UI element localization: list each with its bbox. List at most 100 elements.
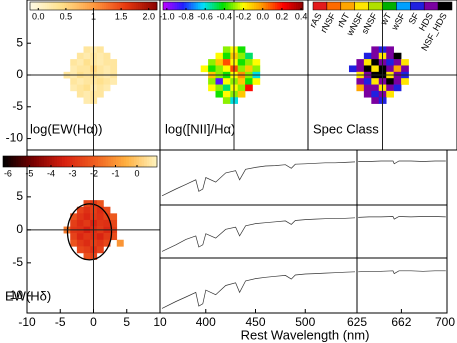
- pixel: [103, 59, 111, 66]
- pixel: [110, 219, 118, 227]
- pixel: [83, 84, 91, 92]
- colorbar-step: [72, 156, 76, 167]
- colorbar-step: [38, 156, 42, 167]
- colorbar-step: [90, 156, 94, 167]
- colorbar-step: [59, 156, 63, 167]
- pixel: [401, 65, 409, 73]
- colorbar-step: [64, 156, 68, 167]
- pixel: [96, 219, 104, 227]
- colorbar-step: [133, 156, 137, 167]
- pixel: [252, 59, 261, 66]
- colorbar-step: [42, 2, 46, 10]
- colorbar-step: [3, 156, 6, 167]
- pixel: [245, 65, 253, 73]
- pixel: [215, 90, 224, 98]
- y-tick-label: 5: [16, 35, 23, 49]
- pixel: [393, 65, 402, 73]
- colorbar-step: [57, 2, 61, 10]
- pixel: [96, 65, 104, 73]
- colorbar-step: [272, 2, 276, 10]
- colorbar-step: [131, 156, 135, 167]
- colorbar-step: [289, 2, 292, 10]
- colorbar-step: [268, 2, 271, 10]
- colorbar-step: [275, 2, 278, 10]
- pixel: [215, 59, 224, 66]
- x-tick-label: 10: [153, 315, 167, 329]
- pixel: [103, 233, 111, 241]
- pixel: [83, 206, 91, 214]
- colorbar-tick-label: 0.2: [276, 11, 289, 21]
- pixel: [371, 52, 380, 60]
- colorbar-tick-label: -3: [68, 168, 76, 178]
- x-tick-label: 0: [90, 315, 97, 329]
- colorbar-tick-label: 1.5: [115, 11, 128, 21]
- class-swatch: [368, 1, 383, 11]
- colorbar-tick-label: -0.2: [236, 11, 252, 21]
- colorbar-step: [44, 156, 48, 167]
- colorbar-step: [80, 2, 84, 10]
- pixel: [96, 200, 104, 208]
- pixel: [356, 65, 365, 73]
- pixel: [70, 59, 78, 66]
- colorbar-step: [167, 2, 171, 10]
- pixel: [116, 239, 124, 247]
- x-tick-label: 700: [435, 315, 455, 329]
- colorbar-step: [174, 2, 178, 10]
- colorbar-step: [249, 2, 253, 10]
- colorbar-step: [74, 156, 78, 167]
- colorbar-step: [205, 2, 208, 10]
- pixel: [96, 206, 104, 214]
- spectrum: [358, 270, 446, 275]
- pixel: [371, 59, 380, 66]
- x-tick-label: 400: [196, 315, 216, 329]
- colorbar-step: [265, 2, 269, 10]
- pixel: [245, 59, 253, 66]
- colorbar-step: [127, 2, 130, 10]
- pixel: [386, 46, 394, 54]
- colorbar-step: [214, 2, 218, 10]
- colorbar-step: [244, 2, 248, 10]
- pixel: [393, 59, 402, 66]
- spectrum-frame: [159, 204, 358, 259]
- colorbar-step: [61, 2, 65, 10]
- pixel: [103, 84, 111, 92]
- colorbar-step: [70, 2, 73, 10]
- colorbar-step: [65, 2, 69, 10]
- pixel: [76, 206, 84, 214]
- colorbar-step: [286, 2, 290, 10]
- pixel: [96, 233, 104, 241]
- colorbar-step: [251, 2, 255, 10]
- pixel: [70, 219, 78, 227]
- pixel: [386, 59, 394, 66]
- colorbar-step: [51, 2, 54, 10]
- colorbar-tick-label: 0.4: [295, 11, 308, 21]
- colorbar-step: [8, 156, 12, 167]
- spectrum-frame: [159, 257, 358, 314]
- colorbar-step: [219, 2, 222, 10]
- colorbar-step: [67, 156, 71, 167]
- pixel: [208, 59, 216, 66]
- pixel: [83, 246, 91, 254]
- colorbar-step: [146, 156, 150, 167]
- colorbar-step: [172, 2, 176, 10]
- colorbar-step: [112, 2, 116, 10]
- colorbar-step: [46, 2, 50, 10]
- colorbar-step: [184, 2, 187, 10]
- colorbar-step: [291, 2, 295, 10]
- pixel: [237, 90, 246, 98]
- colorbar-step: [131, 2, 135, 10]
- colorbar-step: [209, 2, 213, 10]
- colorbar-step: [121, 2, 124, 10]
- colorbar-step: [59, 2, 63, 10]
- colorbar-tick-label: -2: [90, 168, 98, 178]
- pixel: [363, 52, 372, 60]
- colorbar-step: [177, 2, 180, 10]
- colorbar-step: [140, 2, 143, 10]
- colorbar-step: [242, 2, 246, 10]
- pixel: [252, 78, 261, 85]
- colorbar-step: [186, 2, 190, 10]
- colorbar-frame: [2, 155, 158, 168]
- colorbar-step: [125, 2, 128, 10]
- pixel: [356, 84, 365, 92]
- colorbar-step: [99, 2, 103, 10]
